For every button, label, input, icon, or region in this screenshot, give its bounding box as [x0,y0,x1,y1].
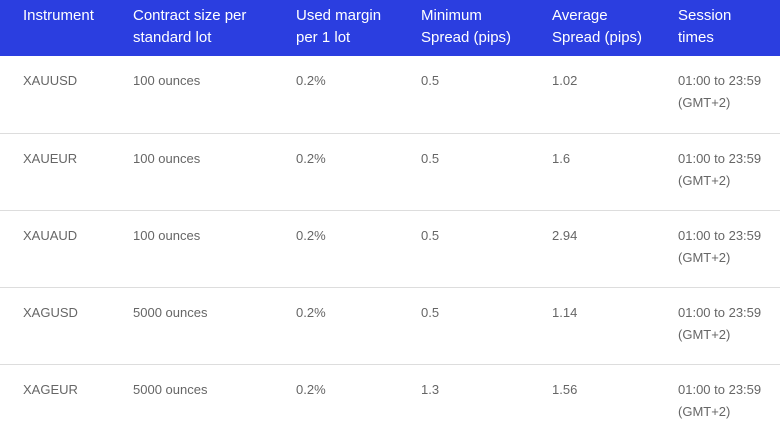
table-cell: 01:00 to 23:59 (GMT+2) [678,364,780,441]
table-row: XAUEUR 100 ounces 0.2% 0.5 1.6 01:00 to 23:59… [0,133,780,211]
table-cell: 5000 ounces [133,287,296,365]
column-header: Instrument [23,7,94,24]
table-row: XAGEUR 5000 ounces 0.2% 1.3 1.56 01:00 to 23:… [0,364,780,441]
table-cell: 1.3 [421,364,552,441]
table-cell: 0.2% [296,364,421,441]
table-body: XAUUSD 100 ounces 0.2% 0.5 1.02 01:00 to 23:5… [0,56,780,441]
table-cell: 0.2% [296,210,421,288]
table-cell: 0.2% [296,133,421,211]
table-cell: 0.5 [421,133,552,211]
column-header: Minimum Spread (pips) [421,7,512,46]
table-cell: 1.02 [552,56,678,134]
table-cell: 100 ounces [133,133,296,211]
table-cell: 01:00 to 23:59 (GMT+2) [678,287,780,365]
table-cell: 5000 ounces [133,364,296,441]
table-cell: XAUEUR [0,133,133,211]
table-cell: XAUAUD [0,210,133,288]
table-cell: 0.2% [296,56,421,134]
column-header: Average Spread (pips) [552,7,643,46]
table-cell: 01:00 to 23:59 (GMT+2) [678,56,780,134]
table-cell: 01:00 to 23:59 (GMT+2) [678,210,780,288]
column-header: Used margin per 1 lot [296,7,382,46]
column-header: Session times [678,7,732,46]
table-cell: 0.2% [296,287,421,365]
table-cell: 100 ounces [133,210,296,288]
table-cell: 1.6 [552,133,678,211]
table-header: Instrument Contract size per standard lot… [0,0,780,56]
table-row: XAUUSD 100 ounces 0.2% 0.5 1.02 01:00 to 23:5… [0,56,780,134]
table-cell: 2.94 [552,210,678,288]
table-cell: XAGEUR [0,364,133,441]
table-cell: 0.5 [421,210,552,288]
table-cell: 1.56 [552,364,678,441]
table-cell: 0.5 [421,56,552,134]
table-row: XAUAUD 100 ounces 0.2% 0.5 2.94 01:00 to 23:5… [0,210,780,288]
table-cell: 1.14 [552,287,678,365]
table-cell: 0.5 [421,287,552,365]
table-cell: 100 ounces [133,56,296,134]
table-row: XAGUSD 5000 ounces 0.2% 0.5 1.14 01:00 to 23:… [0,287,780,365]
header-row: Instrument Contract size per standard lot… [0,0,780,56]
table-cell: XAUUSD [0,56,133,134]
table-cell: XAGUSD [0,287,133,365]
table-cell: 01:00 to 23:59 (GMT+2) [678,133,780,211]
column-header: Contract size per standard lot [133,7,247,46]
